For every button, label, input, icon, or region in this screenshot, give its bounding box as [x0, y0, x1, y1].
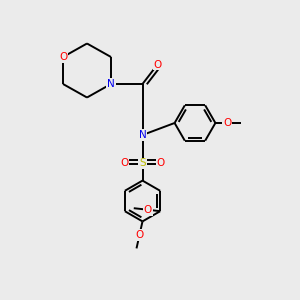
Text: N: N — [107, 79, 115, 89]
Text: O: O — [59, 52, 67, 62]
Text: O: O — [153, 59, 162, 70]
Text: O: O — [223, 118, 232, 128]
Text: O: O — [120, 158, 129, 169]
Text: N: N — [139, 130, 146, 140]
Text: O: O — [156, 158, 165, 169]
Text: O: O — [143, 205, 152, 215]
Text: O: O — [135, 230, 144, 240]
Text: S: S — [139, 158, 146, 169]
